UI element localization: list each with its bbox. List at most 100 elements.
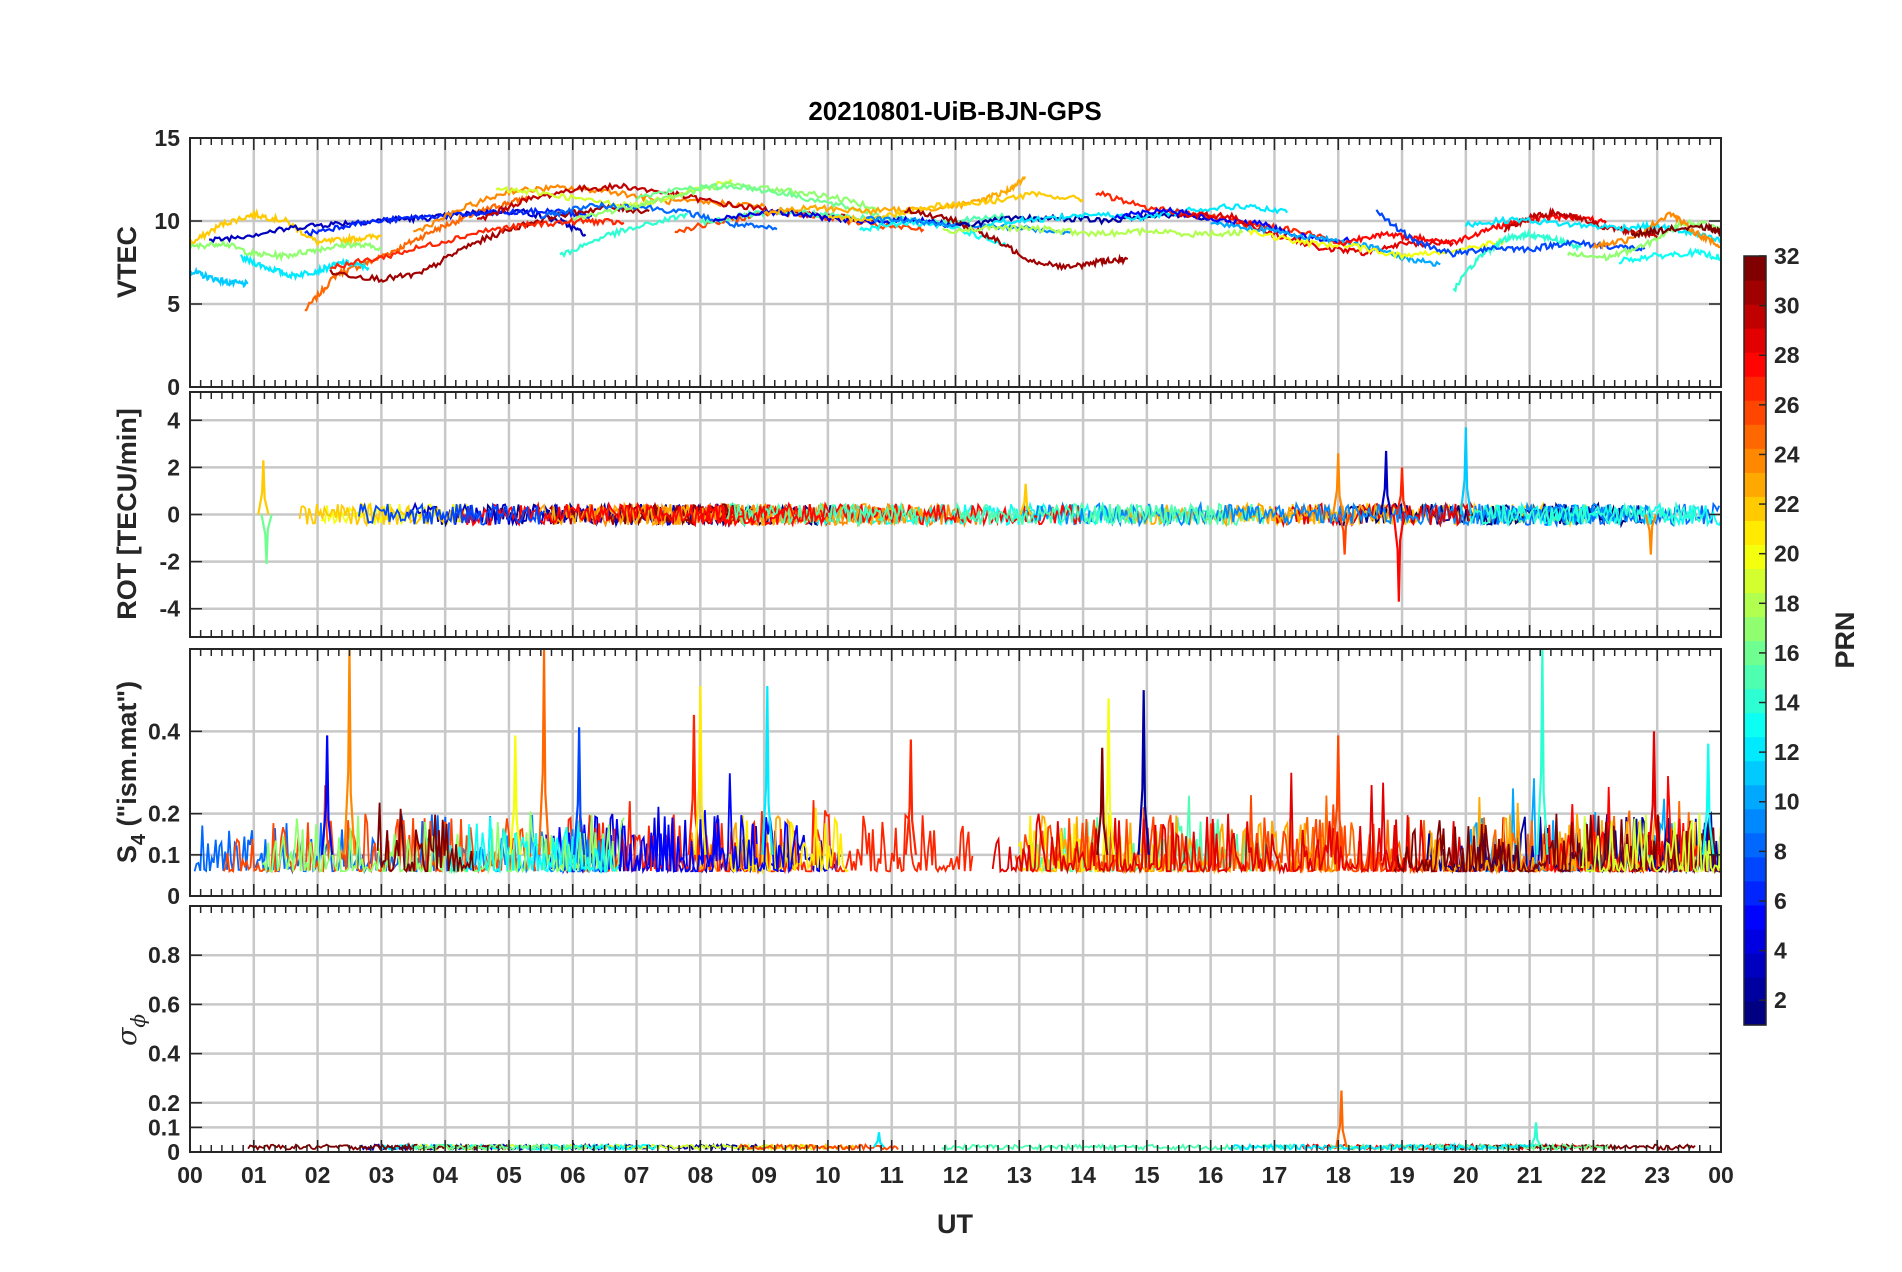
x-tick-label: 23 xyxy=(1644,1162,1670,1188)
y-axis-label-vtec: VTEC xyxy=(112,226,142,298)
colorbar-tick-label: 32 xyxy=(1774,243,1800,269)
colorbar-tick-label: 6 xyxy=(1774,888,1787,914)
x-tick-label: 08 xyxy=(688,1162,714,1188)
sigma_phi-spike xyxy=(1529,1122,1543,1148)
s4-spike xyxy=(572,727,586,855)
panel-s4: 0 0.1 0.2 0.4S4 ("ism.mat") xyxy=(112,648,1722,909)
vtec-series-line xyxy=(1375,209,1646,258)
x-tick-label: 06 xyxy=(560,1162,586,1188)
vtec-series-line xyxy=(712,208,957,230)
panel-rot: -4 -2 0 2 4 ROT [TECU/min] xyxy=(112,391,1722,638)
y-tick-label: 0.8 xyxy=(148,942,180,968)
colorbar-segment xyxy=(1744,424,1766,449)
sigma_phi-trace xyxy=(411,1142,587,1152)
s4-spike xyxy=(1647,731,1661,855)
colorbar-segment xyxy=(1744,832,1766,858)
colorbar-tick-label: 26 xyxy=(1774,392,1800,418)
vtec-series-line xyxy=(987,202,1289,227)
vtec-series-line xyxy=(540,201,778,231)
x-tick-label: 02 xyxy=(305,1162,331,1188)
vtec-series-line xyxy=(329,217,625,270)
colorbar-tick-label: 4 xyxy=(1774,938,1787,964)
vtec-series-line xyxy=(942,223,1244,239)
colorbar-segment xyxy=(1744,736,1766,762)
x-tick-label: 17 xyxy=(1262,1162,1288,1188)
y-axis-label-s4: S4 ("ism.mat") xyxy=(112,681,150,863)
grid-sigma_phi xyxy=(190,906,1721,1152)
x-tick-label: 07 xyxy=(624,1162,650,1188)
colorbar-tick-label: 2 xyxy=(1774,987,1787,1013)
vtec-series-line xyxy=(1592,211,1721,251)
colorbar-segment xyxy=(1744,328,1766,353)
colorbar-segment xyxy=(1744,568,1766,594)
colorbar-segment xyxy=(1744,472,1766,497)
y-axis-label-sigma_phi: σϕ xyxy=(112,1014,150,1046)
x-tick-label: 13 xyxy=(1006,1162,1032,1188)
vtec-series-line xyxy=(190,266,249,289)
colorbar-segment xyxy=(1744,880,1766,906)
rot-spike xyxy=(260,514,273,565)
rot-spike xyxy=(1395,467,1409,515)
vtec-series-line xyxy=(1618,247,1721,265)
x-tick-label: 00 xyxy=(1708,1162,1734,1188)
colorbar-segment xyxy=(1744,280,1766,305)
rot-spike xyxy=(1459,427,1473,515)
y-tick-label: 0.4 xyxy=(148,718,180,744)
s4-spike xyxy=(1332,735,1345,855)
colorbar-label: PRN xyxy=(1830,611,1860,668)
x-tick-label: 15 xyxy=(1134,1162,1160,1188)
colorbar-segment xyxy=(1744,856,1766,882)
vtec-series-line xyxy=(559,212,688,259)
s4-spike xyxy=(687,714,701,855)
colorbar-segment xyxy=(1744,616,1766,642)
vtec-series-line xyxy=(1631,222,1721,239)
colorbar-segment xyxy=(1744,952,1766,978)
y-tick-label: 0.1 xyxy=(148,1114,180,1140)
s4-spike xyxy=(509,735,522,855)
colorbar-segment xyxy=(1744,304,1766,329)
y-tick-label: 0.6 xyxy=(148,991,180,1017)
colorbar-tick-label: 28 xyxy=(1774,342,1800,368)
y-tick-label: 0 xyxy=(167,1139,180,1165)
y-tick-label: 0 xyxy=(167,883,180,909)
s4-spike xyxy=(1096,747,1109,855)
vtec-series-line xyxy=(240,253,370,282)
y-tick-label: 0.1 xyxy=(148,842,180,868)
s4-trace xyxy=(449,817,620,875)
colorbar-segment xyxy=(1744,496,1766,521)
colorbar-tick-label: 20 xyxy=(1774,541,1800,567)
colorbar-segment xyxy=(1744,400,1766,425)
y-axis-label-rot: ROT [TECU/min] xyxy=(112,408,142,619)
vtec-series-line xyxy=(413,183,765,233)
x-tick-label: 21 xyxy=(1517,1162,1543,1188)
sigma_phi-spike xyxy=(872,1132,885,1148)
x-tick-label: 20 xyxy=(1453,1162,1479,1188)
colorbar-segment xyxy=(1744,712,1766,738)
y-tick-label: 0.2 xyxy=(148,801,180,827)
y-tick-label: 4 xyxy=(167,407,180,433)
y-tick-label: 2 xyxy=(167,454,180,480)
colorbar-segment xyxy=(1744,688,1766,714)
x-tick-label: 16 xyxy=(1198,1162,1224,1188)
s4-trace xyxy=(376,802,475,874)
vtec-series-line xyxy=(329,203,650,284)
s4-spike xyxy=(537,649,551,855)
colorbar-segment xyxy=(1744,928,1766,954)
x-tick-label: 12 xyxy=(943,1162,969,1188)
vtec-series-line xyxy=(190,238,382,263)
y-tick-label: 0 xyxy=(167,502,180,528)
series-rot xyxy=(257,427,1721,602)
colorbar-segment xyxy=(1744,1000,1766,1026)
vtec-series-line xyxy=(572,181,880,221)
series-sigma_phi xyxy=(247,1090,1696,1152)
rot-trace xyxy=(358,502,546,526)
chart-title: 20210801-UiB-BJN-GPS xyxy=(808,96,1101,126)
vtec-series-line xyxy=(904,206,1129,272)
sigma_phi-spike xyxy=(1335,1090,1348,1148)
rot-spike xyxy=(1379,450,1393,515)
colorbar-segment xyxy=(1744,448,1766,473)
x-tick-label: 05 xyxy=(496,1162,522,1188)
colorbar-tick-label: 30 xyxy=(1774,293,1800,319)
vtec-series-line xyxy=(635,182,880,217)
